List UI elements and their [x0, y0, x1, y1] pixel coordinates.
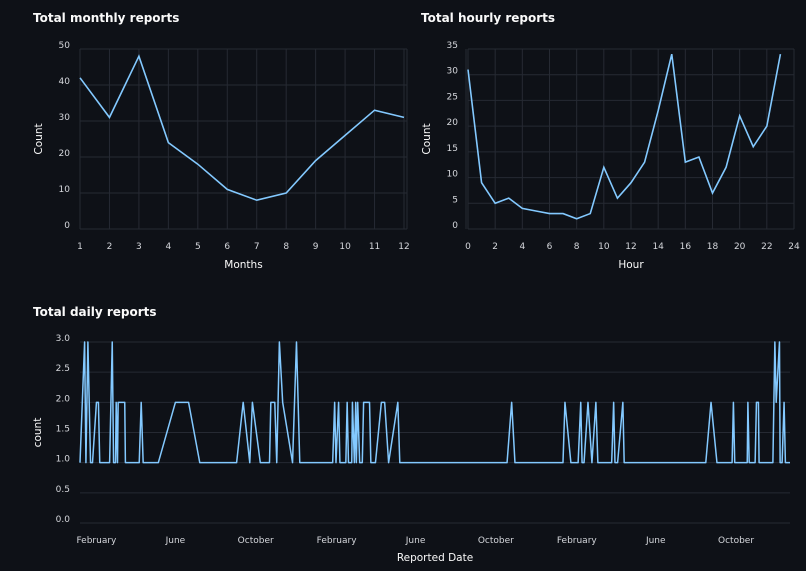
hourly-y-tick-label: 25	[447, 92, 458, 102]
monthly-y-tick-label: 10	[59, 185, 71, 195]
monthly-chart-title: Total monthly reports	[33, 11, 180, 25]
hourly-series-line	[467, 53, 782, 220]
daily-series-line	[79, 341, 790, 464]
hourly-x-tick-label: 2	[492, 242, 498, 252]
hourly-x-axis-label: Hour	[618, 259, 644, 271]
hourly-x-tick-label: 16	[680, 242, 692, 252]
daily-x-tick-label: June	[165, 536, 186, 546]
daily-x-tick-label: February	[557, 536, 598, 546]
hourly-y-tick-label: 20	[447, 118, 459, 128]
monthly-x-tick-label: 1	[77, 242, 83, 252]
daily-y-tick-label: 2.0	[56, 394, 71, 404]
hourly-x-tick-label: 10	[598, 242, 610, 252]
monthly-x-tick-label: 2	[107, 242, 113, 252]
hourly-x-tick-label: 22	[761, 242, 772, 252]
monthly-x-tick-label: 8	[283, 242, 289, 252]
daily-y-tick-label: 3.0	[56, 334, 71, 344]
hourly-x-tick-label: 4	[519, 242, 525, 252]
daily-y-tick-label: 0.0	[56, 515, 71, 525]
hourly-y-tick-label: 10	[447, 170, 459, 180]
monthly-y-tick-label: 20	[59, 149, 71, 159]
monthly-x-axis-label: Months	[224, 259, 262, 271]
hourly-y-tick-label: 30	[447, 67, 459, 77]
monthly-x-tick-label: 12	[398, 242, 409, 252]
hourly-y-axis-label: Count	[421, 123, 433, 154]
daily-y-tick-label: 0.5	[56, 485, 70, 495]
daily-x-axis-label: Reported Date	[397, 552, 473, 564]
hourly-y-tick-label: 0	[452, 221, 458, 231]
daily-x-tick-label: October	[238, 536, 274, 546]
monthly-y-tick-label: 50	[59, 41, 71, 51]
daily-x-tick-label: February	[317, 536, 358, 546]
monthly-x-tick-label: 5	[195, 242, 201, 252]
monthly-x-tick-label: 9	[313, 242, 319, 252]
daily-x-tick-label: June	[645, 536, 666, 546]
monthly-x-tick-label: 7	[254, 242, 260, 252]
hourly-x-tick-label: 6	[547, 242, 553, 252]
monthly-x-tick-label: 3	[136, 242, 142, 252]
hourly-x-tick-label: 14	[652, 242, 664, 252]
daily-x-tick-label: October	[478, 536, 514, 546]
hourly-x-tick-label: 8	[574, 242, 580, 252]
daily-y-tick-label: 1.5	[56, 425, 70, 435]
hourly-x-tick-label: 20	[734, 242, 746, 252]
monthly-y-tick-label: 40	[59, 77, 71, 87]
monthly-y-axis-label: Count	[33, 123, 45, 154]
monthly-y-tick-label: 30	[59, 113, 71, 123]
daily-y-tick-label: 2.5	[56, 364, 70, 374]
monthly-y-tick-label: 0	[64, 221, 70, 231]
daily-x-tick-label: October	[718, 536, 754, 546]
daily-x-tick-label: February	[77, 536, 118, 546]
monthly-x-tick-label: 10	[339, 242, 351, 252]
daily-y-tick-label: 1.0	[56, 455, 71, 465]
daily-y-axis-label: count	[32, 418, 44, 448]
hourly-x-tick-label: 0	[465, 242, 471, 252]
monthly-x-tick-label: 4	[165, 242, 171, 252]
hourly-x-tick-label: 12	[625, 242, 636, 252]
hourly-x-tick-label: 24	[788, 242, 800, 252]
hourly-y-tick-label: 35	[447, 41, 458, 51]
monthly-series-line	[79, 54, 405, 202]
hourly-y-tick-label: 5	[452, 195, 458, 205]
hourly-y-tick-label: 15	[447, 144, 458, 154]
monthly-x-tick-label: 11	[369, 242, 380, 252]
monthly-x-tick-label: 6	[224, 242, 230, 252]
hourly-chart-title: Total hourly reports	[421, 11, 556, 25]
daily-chart-title: Total daily reports	[33, 305, 157, 319]
hourly-x-tick-label: 18	[707, 242, 719, 252]
daily-x-tick-label: June	[405, 536, 426, 546]
